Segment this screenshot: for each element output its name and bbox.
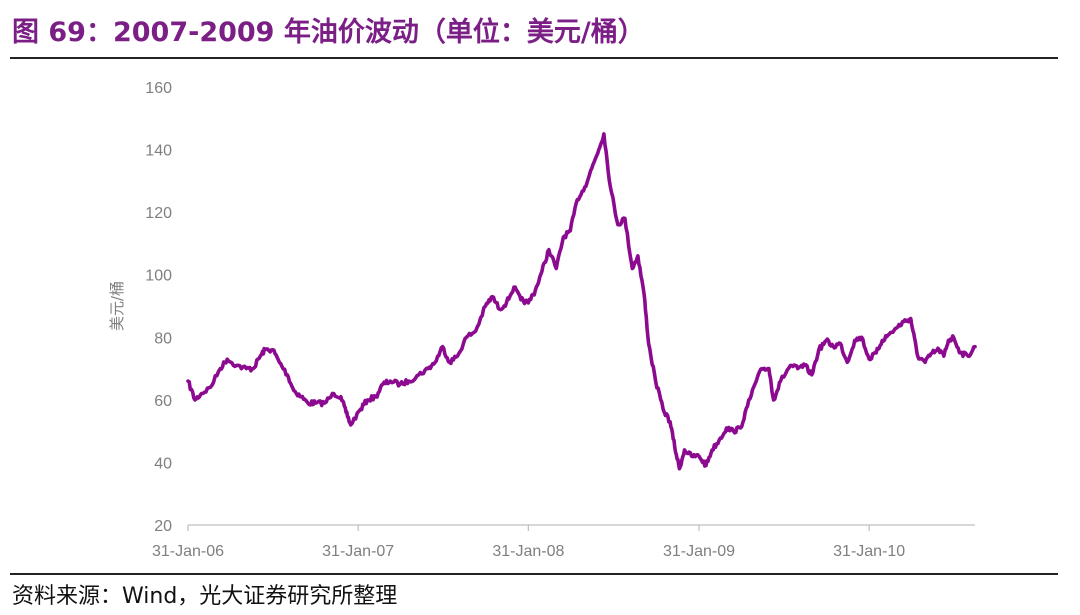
x-tick-label: 31-Jan-08	[492, 543, 564, 560]
y-tick-label: 120	[145, 205, 172, 222]
x-tick-label: 31-Jan-09	[663, 543, 735, 560]
x-tick-label: 31-Jan-06	[152, 543, 224, 560]
bottom-divider	[10, 573, 1058, 575]
y-tick-label: 60	[154, 393, 172, 410]
top-divider	[10, 57, 1058, 59]
y-tick-label: 20	[154, 518, 172, 535]
source-note: 资料来源：Wind，光大证券研究所整理	[12, 584, 398, 609]
y-axis: 20 40 60 80 100 120 140 160	[145, 80, 172, 535]
chart-title: 图 69：2007-2009 年油价波动（单位：美元/桶）	[12, 17, 645, 48]
y-tick-label: 140	[145, 143, 172, 160]
y-tick-label: 160	[145, 80, 172, 97]
y-axis-label: 美元/桶	[108, 281, 126, 331]
y-tick-label: 80	[154, 330, 172, 347]
y-tick-label: 100	[145, 268, 172, 285]
y-tick-label: 40	[154, 455, 172, 472]
oil-price-line	[186, 132, 977, 471]
series-layer	[186, 132, 977, 471]
x-tick-label: 31-Jan-07	[322, 543, 394, 560]
x-axis: 31-Jan-06 31-Jan-07 31-Jan-08 31-Jan-09 31-J…	[152, 524, 975, 560]
x-tick-label: 31-Jan-10	[833, 543, 905, 560]
